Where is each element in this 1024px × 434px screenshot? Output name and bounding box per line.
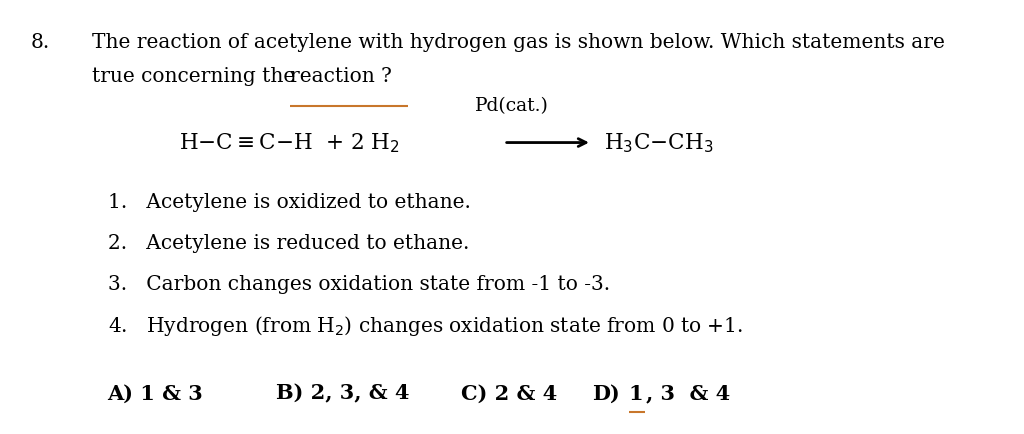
Text: 1.   Acetylene is oxidized to ethane.: 1. Acetylene is oxidized to ethane. bbox=[108, 192, 470, 211]
Text: 4.   Hydrogen (from H$_2$) changes oxidation state from 0 to +1.: 4. Hydrogen (from H$_2$) changes oxidati… bbox=[108, 313, 742, 338]
Text: true concerning the: true concerning the bbox=[92, 67, 302, 86]
Text: C) 2 & 4: C) 2 & 4 bbox=[461, 383, 557, 403]
Text: The reaction of acetylene with hydrogen gas is shown below. Which statements are: The reaction of acetylene with hydrogen … bbox=[92, 33, 945, 52]
Text: Pd(cat.): Pd(cat.) bbox=[475, 97, 549, 115]
Text: B) 2, 3, & 4: B) 2, 3, & 4 bbox=[276, 383, 410, 403]
Text: 1: 1 bbox=[629, 383, 643, 403]
Text: A) 1 & 3: A) 1 & 3 bbox=[108, 383, 204, 403]
Text: , 3  & 4: , 3 & 4 bbox=[646, 383, 730, 403]
Text: H$-$C$\equiv$C$-$H  + 2 H$_2$: H$-$C$\equiv$C$-$H + 2 H$_2$ bbox=[179, 132, 400, 155]
Text: D): D) bbox=[592, 383, 620, 403]
Text: H$_3$C$-$CH$_3$: H$_3$C$-$CH$_3$ bbox=[604, 132, 714, 155]
Text: reaction ?: reaction ? bbox=[290, 67, 391, 86]
Text: 2.   Acetylene is reduced to ethane.: 2. Acetylene is reduced to ethane. bbox=[108, 233, 469, 253]
Text: 3.   Carbon changes oxidation state from -1 to -3.: 3. Carbon changes oxidation state from -… bbox=[108, 275, 609, 294]
Text: 8.: 8. bbox=[31, 33, 50, 52]
